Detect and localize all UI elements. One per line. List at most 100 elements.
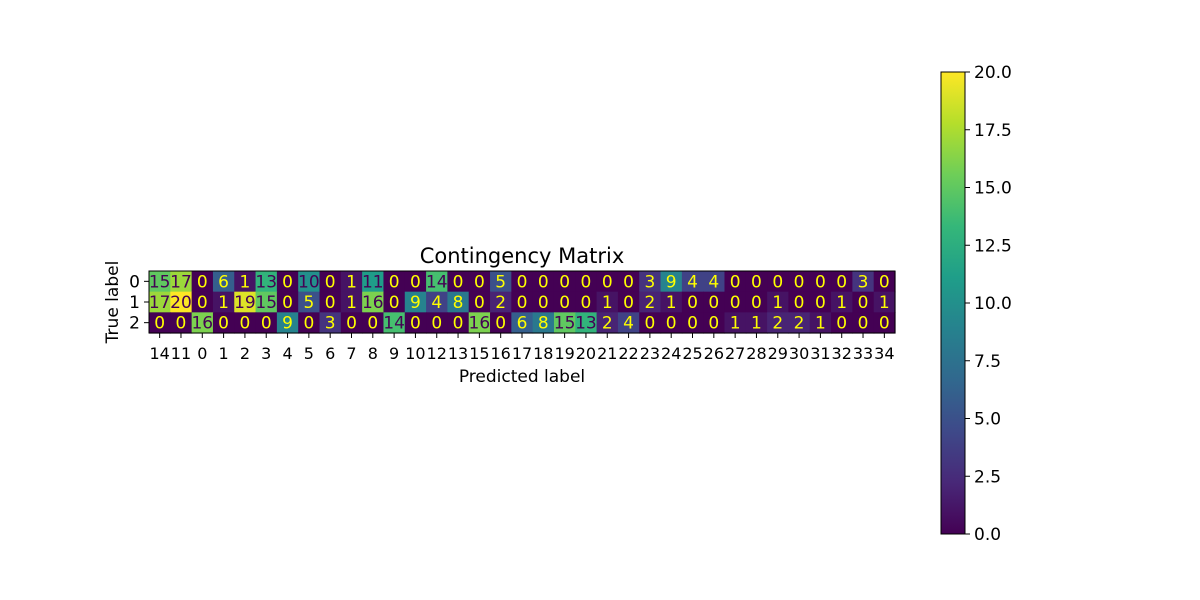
colorbar-ticks: 0.0 2.5 5.0 7.5 10.0 12.5 15.0 17.5 20.0 [965, 63, 1012, 545]
cell-value-label: 0 [879, 314, 890, 334]
cell-value-label: 1 [666, 293, 677, 313]
y-axis-label: True label [103, 261, 123, 345]
heatmap-cell [596, 271, 619, 293]
heatmap-cell [745, 271, 768, 293]
cell-value-label: 8 [453, 293, 464, 313]
cell-value-label: 1 [239, 272, 250, 292]
heatmap-cell [767, 271, 790, 293]
heatmap-cell [276, 271, 299, 293]
cell-value-label: 3 [325, 314, 336, 334]
cell-value-label: 0 [474, 272, 485, 292]
cell-value-label: 0 [751, 272, 762, 292]
cell-value-label: 0 [708, 314, 719, 334]
y-axis-ticks: 012 [129, 272, 149, 334]
x-tick-label: 19 [554, 344, 574, 363]
cell-value-label: 0 [218, 314, 229, 334]
cell-value-label: 0 [325, 293, 336, 313]
heatmap-cell [319, 271, 342, 293]
y-tick-label: 1 [129, 293, 140, 313]
cell-value-label: 1 [730, 314, 741, 334]
heatmap-cell [831, 312, 853, 334]
colorbar-tick-label: 7.5 [974, 352, 1001, 372]
cell-value-label: 0 [623, 272, 634, 292]
heatmap-cell [255, 271, 278, 293]
heatmap-cell [149, 291, 171, 313]
heatmap-cell [426, 271, 448, 293]
cell-value-label: 3 [858, 272, 869, 292]
heatmap-cell [873, 271, 896, 293]
heatmap-cell [255, 312, 278, 334]
x-tick-label: 27 [725, 344, 745, 363]
cell-value-label: 0 [367, 314, 378, 334]
heatmap-cell [340, 271, 363, 293]
cell-value-label: 0 [197, 293, 208, 313]
heatmap-cell [170, 312, 193, 334]
cell-value-label: 0 [410, 272, 421, 292]
colorbar-tick-label: 5.0 [974, 410, 1001, 430]
heatmap-cell [660, 312, 683, 334]
x-tick-label: 31 [810, 344, 830, 363]
heatmap-cell [809, 271, 832, 293]
cell-value-label: 0 [495, 314, 506, 334]
x-tick-label: 0 [197, 344, 207, 363]
colorbar-tick-label: 15.0 [974, 179, 1012, 199]
heatmap-cell [553, 291, 576, 313]
cell-value-label: 0 [474, 293, 485, 313]
cell-value-label: 1 [602, 293, 613, 313]
heatmap-cell [703, 271, 726, 293]
cell-value-label: 15 [255, 293, 277, 313]
heatmap-cell [873, 312, 896, 334]
cell-value-label: 0 [687, 293, 698, 313]
heatmap-cell [426, 291, 448, 313]
x-tick-label: 23 [640, 344, 660, 363]
cell-value-label: 0 [581, 272, 592, 292]
heatmap-cell [362, 312, 385, 334]
heatmap-cell [660, 271, 683, 293]
heatmap-cell [447, 291, 470, 313]
heatmap-cell [553, 271, 576, 293]
heatmap-cell [575, 271, 598, 293]
heatmap-cell [426, 312, 448, 334]
heatmap-cell [319, 312, 342, 334]
heatmap-cell [596, 291, 619, 313]
colorbar-tick-label: 20.0 [974, 63, 1012, 83]
heatmap-cell [383, 312, 406, 334]
heatmap-cell [660, 291, 683, 313]
heatmap-cell [490, 312, 512, 334]
cell-value-label: 0 [410, 314, 421, 334]
heatmap-cell [212, 271, 235, 293]
cell-value-label: 0 [346, 314, 357, 334]
heatmap-cell [511, 291, 534, 313]
heatmap-cell [340, 312, 363, 334]
heatmap-cell [532, 271, 555, 293]
cell-value-label: 0 [666, 314, 677, 334]
heatmap-cell [788, 291, 811, 313]
cell-value-label: 0 [879, 272, 890, 292]
cell-value-label: 0 [708, 293, 719, 313]
heatmap-cell [681, 271, 704, 293]
cell-value-label: 0 [453, 272, 464, 292]
cell-value-label: 2 [794, 314, 805, 334]
heatmap-cell [617, 291, 640, 313]
cell-value-label: 0 [815, 272, 826, 292]
heatmap-cell [298, 271, 321, 293]
cell-value-label: 20 [170, 293, 192, 313]
cell-value-label: 2 [495, 293, 506, 313]
cell-value-label: 0 [602, 272, 613, 292]
cell-value-label: 3 [644, 272, 655, 292]
cell-value-label: 0 [623, 293, 634, 313]
heatmap-cell [639, 271, 662, 293]
heatmap-cell [383, 291, 406, 313]
heatmap-cells [149, 271, 896, 334]
heatmap-cell [617, 312, 640, 334]
cell-value-label: 0 [453, 314, 464, 334]
x-tick-label: 1 [219, 344, 229, 363]
heatmap-cell [191, 312, 214, 334]
heatmap-cell [831, 271, 853, 293]
heatmap-cell [639, 291, 662, 313]
heatmap-cell [596, 312, 619, 334]
cell-value-label: 0 [836, 272, 847, 292]
heatmap-cell [149, 312, 171, 334]
heatmap-cell [767, 291, 790, 313]
heatmap-cell [511, 271, 534, 293]
